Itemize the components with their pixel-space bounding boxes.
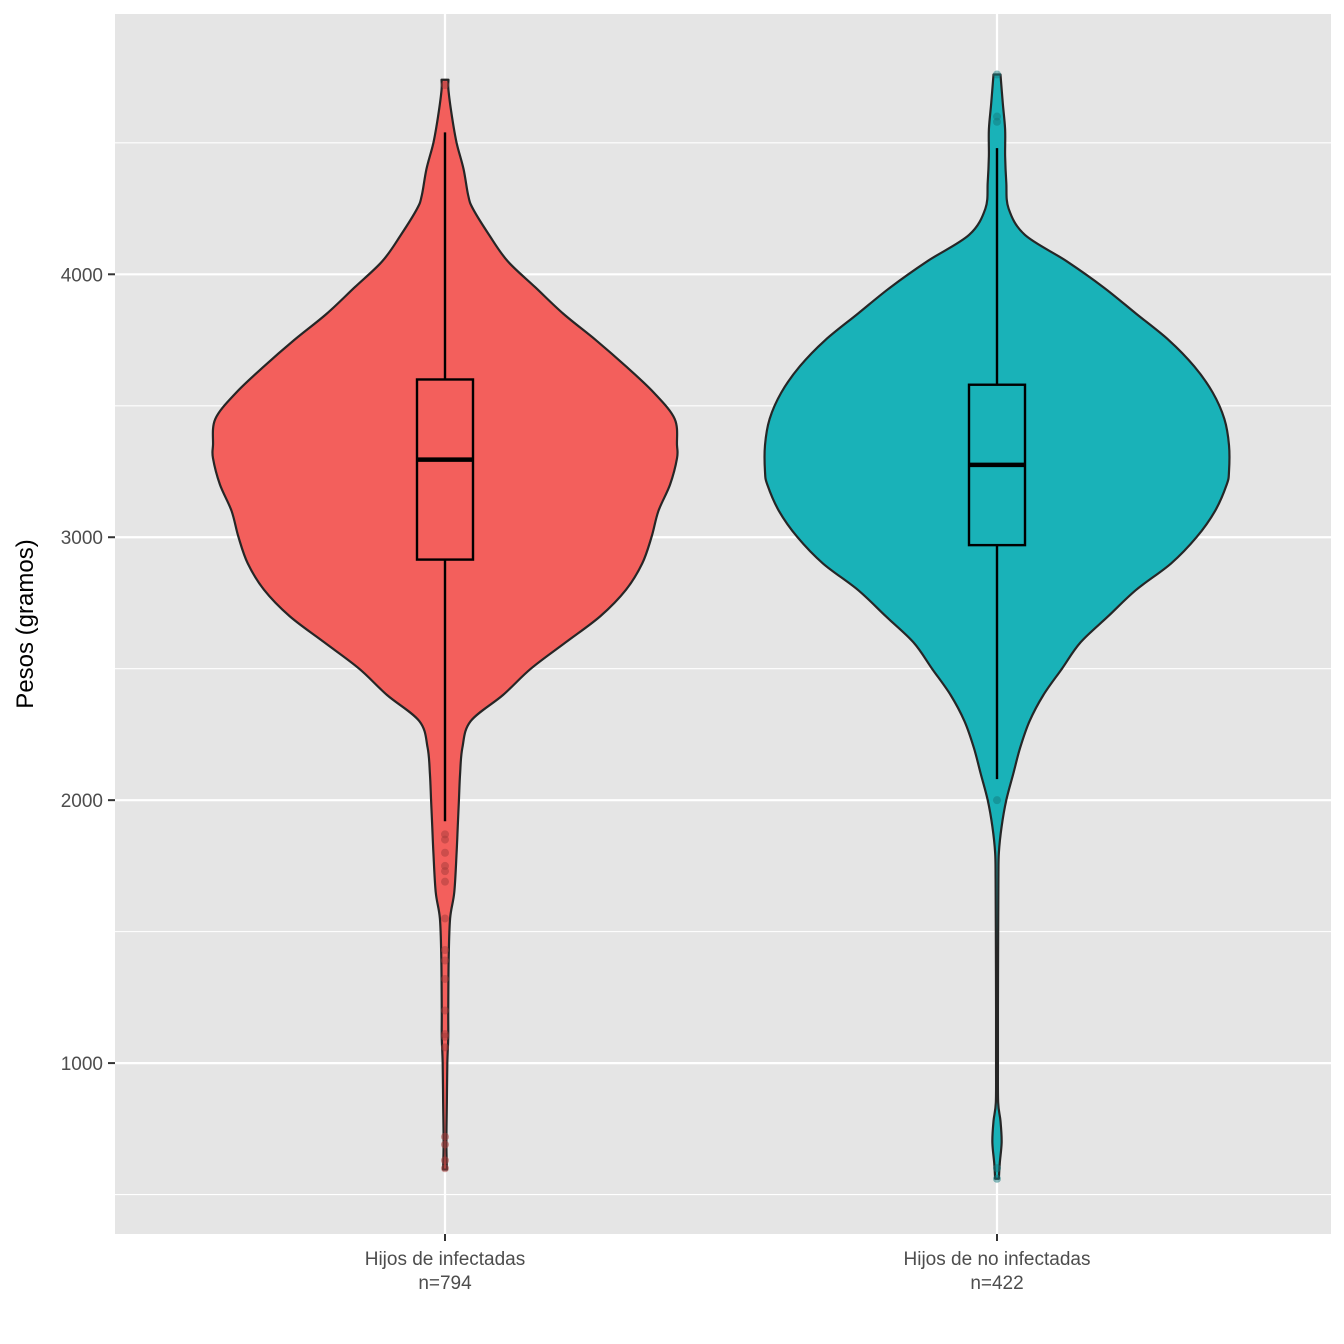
outlier-point [441, 1140, 449, 1149]
x-tick-label-count: n=794 [418, 1273, 472, 1294]
box-iqr [415, 378, 475, 561]
y-axis-title: Pesos (gramos) [12, 539, 39, 708]
outlier-point [441, 1156, 449, 1165]
x-tick-label-name: Hijos de no infectadas [904, 1249, 1091, 1270]
y-tick-label: 3000 [61, 528, 103, 549]
outlier-point [441, 946, 449, 955]
x-tick-label-name: Hijos de infectadas [365, 1249, 526, 1270]
violins [211, 70, 1231, 1183]
outlier-point [993, 1164, 1001, 1173]
outlier-point [441, 914, 449, 923]
outlier-point [441, 861, 449, 870]
outlier-point [441, 1043, 449, 1052]
outlier-point [441, 1132, 449, 1141]
outlier-point [993, 112, 1001, 121]
outlier-point [441, 830, 449, 839]
outlier-point [993, 1174, 1001, 1183]
y-axis: 1000 2000 3000 4000 [61, 265, 115, 1075]
outlier-point [993, 796, 1001, 805]
outlier-point [441, 877, 449, 886]
outlier-point [441, 956, 449, 965]
outlier-point [441, 1006, 449, 1015]
x-axis: Hijos de infectadas n=794 Hijos de no infe… [365, 1234, 1091, 1294]
outlier-point [441, 974, 449, 983]
x-tick-label-count: n=422 [970, 1273, 1023, 1294]
violin-group-1 [211, 78, 679, 1173]
outlier-point [441, 1030, 449, 1039]
y-tick-label: 2000 [61, 791, 103, 812]
y-tick-label: 4000 [61, 265, 103, 286]
y-tick-label: 1000 [61, 1054, 103, 1075]
outlier-point [441, 1164, 449, 1173]
plot-panel [115, 14, 1331, 1234]
outlier-point [441, 848, 449, 857]
outlier-point [993, 70, 1001, 79]
violin-group-2 [763, 70, 1231, 1183]
outlier-point [441, 80, 449, 89]
